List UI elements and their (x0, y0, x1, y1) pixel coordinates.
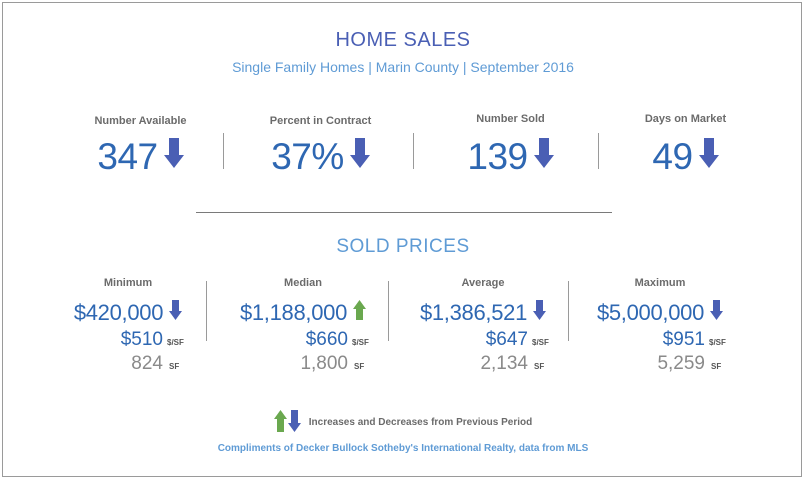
stat-value-row: 347 (53, 135, 228, 177)
square-feet: 824 (131, 353, 163, 374)
price-value-row: $5,000,000 (585, 300, 735, 326)
stat-divider (223, 133, 224, 169)
price-label: Average (461, 277, 505, 289)
stat-label: Number Available (94, 115, 187, 127)
price-per-sf-unit: $/SF (532, 338, 549, 347)
stat-value-row: 139 (423, 135, 598, 177)
price-value: $1,188,000 (239, 300, 348, 325)
price-column-maximum: Maximum $5,000,000 $951 $/SF 5,259 SF (585, 277, 735, 375)
price-value: $5,000,000 (596, 300, 705, 325)
down-arrow-icon (533, 135, 554, 177)
price-column-minimum: Minimum $420,000 $510 $/SF 824 SF (63, 277, 193, 375)
square-feet: 2,134 (480, 353, 528, 374)
price-per-sf-row: $951 $/SF (585, 329, 735, 351)
stat-value-row: 49 (598, 135, 773, 177)
stat-value: 49 (652, 135, 693, 177)
price-value: $420,000 (73, 300, 164, 325)
down-arrow-icon (287, 410, 301, 435)
legend-text: Increases and Decreases from Previous Pe… (308, 417, 533, 428)
price-per-sf-row: $660 $/SF (228, 329, 378, 351)
price-label: Maximum (634, 277, 686, 289)
price-per-sf: $647 (485, 329, 528, 350)
sold-prices-title: SOLD PRICES (336, 236, 470, 257)
square-feet-row: 824 SF (63, 353, 193, 375)
price-per-sf: $510 (120, 329, 163, 350)
square-feet-row: 1,800 SF (228, 353, 378, 375)
price-value-row: $420,000 (63, 300, 193, 326)
stat-percent-in-contract: Percent in Contract 37% (233, 115, 408, 177)
page-subtitle: Single Family Homes | Marin County | Sep… (232, 59, 574, 75)
price-divider (388, 281, 389, 341)
price-value-row: $1,386,521 (408, 300, 558, 326)
price-per-sf-unit: $/SF (167, 338, 184, 347)
stat-number-sold: Number Sold 139 (423, 113, 598, 177)
stat-days-on-market: Days on Market 49 (598, 113, 773, 177)
up-arrow-icon (273, 410, 287, 435)
price-label: Median (284, 277, 322, 289)
square-feet-unit: SF (169, 362, 180, 371)
price-per-sf-row: $510 $/SF (63, 329, 193, 351)
price-per-sf-row: $647 $/SF (408, 329, 558, 351)
stat-label: Number Sold (476, 113, 545, 125)
price-column-average: Average $1,386,521 $647 $/SF 2,134 SF (408, 277, 558, 375)
stat-value: 347 (97, 135, 158, 177)
up-arrow-icon (353, 300, 367, 326)
square-feet-unit: SF (711, 362, 722, 371)
price-divider (206, 281, 207, 341)
down-arrow-icon (163, 135, 184, 177)
stat-value-row: 37% (233, 135, 408, 177)
price-divider (568, 281, 569, 341)
price-per-sf: $660 (305, 329, 348, 350)
down-arrow-icon (533, 300, 547, 326)
down-arrow-icon (169, 300, 183, 326)
square-feet-unit: SF (534, 362, 545, 371)
price-per-sf-unit: $/SF (352, 338, 369, 347)
square-feet-row: 2,134 SF (408, 353, 558, 375)
square-feet: 5,259 (657, 353, 705, 374)
down-arrow-icon (710, 300, 724, 326)
down-arrow-icon (698, 135, 719, 177)
price-per-sf-unit: $/SF (709, 338, 726, 347)
stat-label: Percent in Contract (269, 115, 372, 127)
stat-divider (598, 133, 599, 169)
section-divider (196, 212, 612, 213)
stat-label: Days on Market (644, 113, 727, 125)
price-per-sf: $951 (662, 329, 705, 350)
page-title: HOME SALES (335, 29, 471, 51)
stat-divider (413, 133, 414, 169)
price-value: $1,386,521 (419, 300, 528, 325)
square-feet-unit: SF (354, 362, 365, 371)
price-column-median: Median $1,188,000 $660 $/SF 1,800 SF (228, 277, 378, 375)
stat-value: 139 (467, 135, 528, 177)
square-feet-row: 5,259 SF (585, 353, 735, 375)
stat-value: 37% (271, 135, 344, 177)
credit-line: Compliments of Decker Bullock Sotheby's … (217, 443, 589, 454)
down-arrow-icon (349, 135, 370, 177)
trend-legend: Increases and Decreases from Previous Pe… (3, 410, 803, 435)
price-value-row: $1,188,000 (228, 300, 378, 326)
stat-number-available: Number Available 347 (53, 115, 228, 177)
price-label: Minimum (103, 277, 153, 289)
legend-icons (273, 410, 301, 435)
square-feet: 1,800 (300, 353, 348, 374)
